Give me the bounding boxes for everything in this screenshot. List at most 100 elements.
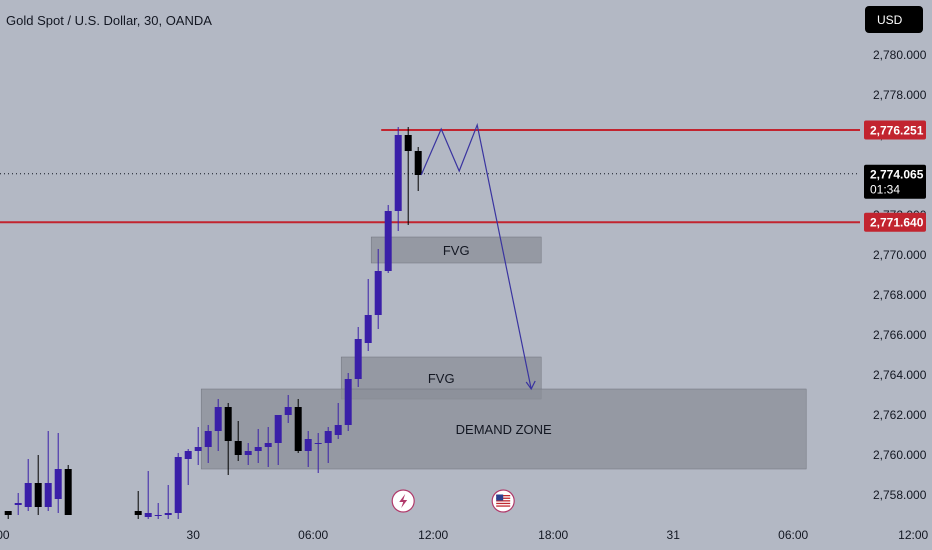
- candle-body: [134, 511, 142, 515]
- flag-stripe: [496, 502, 511, 505]
- price-tag-box: [864, 164, 926, 199]
- candle-body: [314, 443, 322, 444]
- level-price-tag: 2,771.640: [864, 212, 926, 232]
- projected-path: [420, 122, 532, 390]
- candle: [174, 453, 182, 519]
- zone-demand-zone: DEMAND ZONE: [200, 388, 807, 470]
- time-tick-label: 18:00: [538, 528, 568, 542]
- candle-body: [414, 151, 422, 175]
- candle-body: [334, 425, 342, 435]
- candle: [234, 421, 242, 461]
- candle-body: [274, 415, 282, 443]
- price-tag-text: 2,776.251: [870, 123, 924, 137]
- candle: [4, 511, 12, 519]
- candle: [274, 415, 282, 465]
- candle-body: [204, 431, 212, 447]
- candle-body: [184, 451, 192, 459]
- candle: [34, 455, 42, 515]
- candle: [214, 399, 222, 451]
- candle: [354, 327, 362, 387]
- candle-body: [224, 407, 232, 441]
- candle-body: [164, 513, 172, 515]
- candle: [164, 485, 172, 519]
- lightning-icon[interactable]: [391, 489, 415, 513]
- time-tick-label: 06:00: [778, 528, 808, 542]
- price-tag-text: 01:34: [870, 183, 900, 197]
- zone-box: [370, 236, 542, 264]
- candle: [204, 425, 212, 463]
- zone-label: FVG: [428, 371, 455, 386]
- candle: [44, 431, 52, 511]
- candle: [254, 429, 262, 463]
- time-tick-label: 06:00: [298, 528, 328, 542]
- price-tick-label: 2,764.000: [873, 368, 927, 382]
- event-markers: [391, 489, 515, 513]
- candle: [314, 433, 322, 473]
- projection-layer: [420, 122, 536, 391]
- zones-layer: FVG FVG DEMAND ZONE: [200, 236, 807, 470]
- candle-body: [284, 407, 292, 415]
- candle-body: [4, 511, 12, 515]
- candle-body: [234, 441, 242, 455]
- currency-button[interactable]: USD: [865, 6, 923, 33]
- candle-body: [154, 515, 162, 516]
- candle: [14, 493, 22, 515]
- symbol-title: Gold Spot / U.S. Dollar, 30, OANDA: [6, 13, 212, 28]
- price-tag-text: 2,771.640: [870, 216, 924, 230]
- candle-body: [244, 451, 252, 455]
- time-tick-label: 12:00: [418, 528, 448, 542]
- flag-stripe: [496, 500, 511, 502]
- levels-layer: [0, 128, 860, 224]
- candle: [384, 205, 392, 273]
- candle-body: [264, 443, 272, 447]
- candle-body: [54, 469, 62, 499]
- candle: [154, 503, 162, 519]
- time-tick-label: 30: [187, 528, 201, 542]
- flag-stripe: [496, 505, 511, 507]
- candle: [374, 249, 382, 329]
- projected-path-arrowhead: [525, 380, 536, 391]
- time-tick-label: 31: [667, 528, 681, 542]
- zone-fvg: FVG: [370, 236, 542, 264]
- candle-body: [144, 513, 152, 517]
- time-tick-label: :00: [0, 528, 10, 542]
- candle: [294, 399, 302, 453]
- candle: [334, 403, 342, 439]
- candle-body: [344, 379, 352, 425]
- price-tag-text: 2,774.065: [870, 168, 924, 182]
- zone-label: FVG: [443, 243, 470, 258]
- candle-body: [384, 211, 392, 271]
- candle-body: [254, 447, 262, 451]
- flag-canton: [496, 494, 504, 501]
- time-tick-label: 12:00: [898, 528, 928, 542]
- candle: [244, 443, 252, 465]
- candle: [224, 403, 232, 475]
- candle-body: [304, 439, 312, 451]
- level-price-tag: 2,776.251: [864, 120, 926, 140]
- candle-body: [374, 271, 382, 315]
- candle: [64, 465, 72, 515]
- candle: [184, 449, 192, 485]
- candle: [404, 127, 412, 225]
- candle-body: [394, 135, 402, 211]
- price-tick-label: 2,778.000: [873, 88, 927, 102]
- candle-body: [364, 315, 372, 343]
- candle: [284, 395, 292, 423]
- candle: [394, 127, 402, 231]
- us-flag-icon[interactable]: [491, 489, 515, 513]
- candle: [304, 431, 312, 467]
- candle-body: [14, 503, 22, 505]
- time-axis[interactable]: :00 30 06:00 12:00 18:00 31 06:00 12:00: [0, 528, 929, 542]
- price-tag-box: [864, 212, 926, 232]
- price-tick-label: 2,780.000: [873, 48, 927, 62]
- candle-body: [44, 483, 52, 507]
- candle: [324, 427, 332, 463]
- candles-layer: [4, 127, 422, 519]
- candle-body: [34, 483, 42, 507]
- candle: [264, 427, 272, 467]
- price-tick-label: 2,762.000: [873, 408, 927, 422]
- currency-label: USD: [877, 13, 903, 27]
- candle-body: [404, 135, 412, 151]
- price-tag-box: [864, 120, 926, 140]
